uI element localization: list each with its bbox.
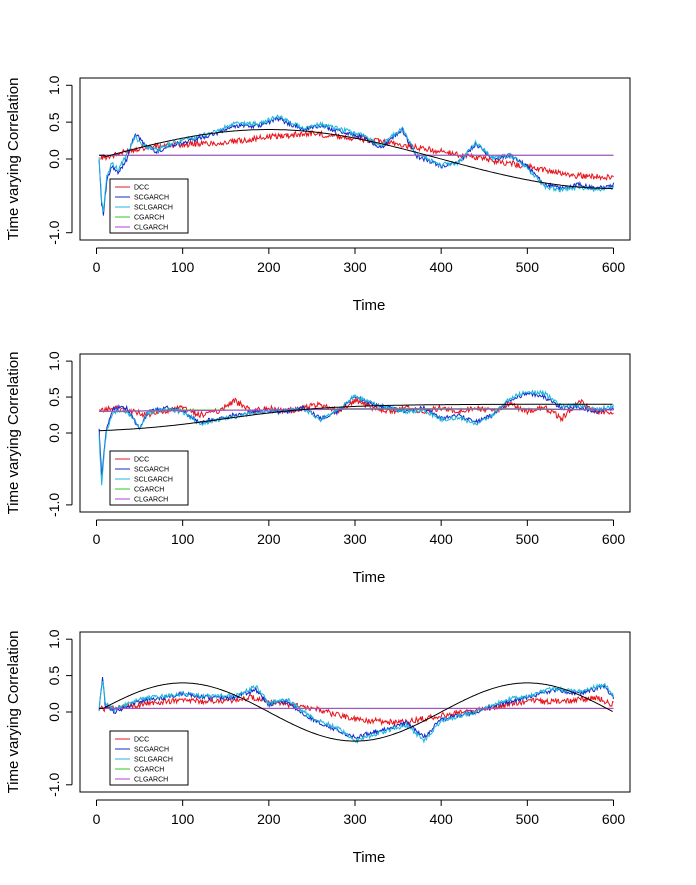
legend-label: SCGARCH <box>134 195 169 202</box>
plot-area <box>98 389 614 486</box>
true-correlation-line <box>99 129 613 189</box>
x-tick-label: 200 <box>257 259 281 275</box>
series-sclgarch-line <box>98 389 614 486</box>
x-tick-label: 200 <box>257 811 281 827</box>
chart-panel-1: 0 100 200 300 400 500 600 -1.0 0.0 0.5 1.0 Time Time… <box>5 75 631 314</box>
y-tick-label: -1.0 <box>46 493 62 517</box>
chart-panel-2: 0 100 200 300 400 500 600 -1.0 0.0 0.5 1.0 Time Time… <box>5 351 631 586</box>
legend-label: DCC <box>134 457 149 464</box>
legend-label: SCLGARCH <box>134 477 173 484</box>
y-tick-label: -1.0 <box>46 773 62 797</box>
x-tick-label: 400 <box>429 811 453 827</box>
x-tick-label: 300 <box>343 259 367 275</box>
series-sclgarch-line <box>98 114 614 212</box>
legend-label: CGARCH <box>134 215 164 222</box>
legend-label: SCGARCH <box>134 747 169 754</box>
series-cgarch-line <box>99 408 614 412</box>
plot-frame <box>79 631 631 793</box>
legend-label: CLGARCH <box>134 777 168 784</box>
x-tick-label: 600 <box>602 531 626 547</box>
y-tick-label: 0.5 <box>46 666 62 686</box>
legend-label: DCC <box>134 737 149 744</box>
x-tick-label: 100 <box>171 259 195 275</box>
legend-label: CGARCH <box>134 767 164 774</box>
legend-label: SCLGARCH <box>134 757 173 764</box>
y-tick-label: 0.5 <box>46 387 62 407</box>
y-tick-label: -1.0 <box>46 220 62 244</box>
legend-label: CLGARCH <box>134 497 168 504</box>
x-tick-label: 500 <box>516 811 540 827</box>
y-tick-label: 1.0 <box>46 629 62 649</box>
y-axis-title: Time varying Correlation <box>5 631 22 794</box>
x-tick-label: 200 <box>257 531 281 547</box>
legend: DCC SCGARCH SCLGARCH CGARCH CLGARCH <box>109 450 189 506</box>
x-tick-label: 0 <box>93 259 101 275</box>
x-tick-label: 600 <box>602 811 626 827</box>
y-tick-label: 0.5 <box>46 112 62 132</box>
x-axis-title: Time <box>353 297 386 314</box>
y-tick-label: 1.0 <box>46 351 62 371</box>
x-tick-label: 400 <box>429 259 453 275</box>
legend-label: DCC <box>134 185 149 192</box>
x-tick-label: 500 <box>516 531 540 547</box>
x-tick-label: 500 <box>516 259 540 275</box>
legend-label: SCGARCH <box>134 467 169 474</box>
x-tick-label: 0 <box>93 531 101 547</box>
legend-box <box>109 730 189 786</box>
x-tick-label: 600 <box>602 259 626 275</box>
plot-area <box>98 114 614 216</box>
legend-label: CLGARCH <box>134 225 168 232</box>
y-tick-label: 1.0 <box>46 75 62 95</box>
y-axis-title: Time varying Correlation <box>5 78 22 241</box>
legend-box <box>109 450 189 506</box>
x-tick-label: 100 <box>171 531 195 547</box>
x-tick-label: 0 <box>93 811 101 827</box>
plot-frame <box>79 353 631 513</box>
y-tick-label: 0.0 <box>46 702 62 722</box>
x-axis-title: Time <box>353 569 386 586</box>
legend-label: SCLGARCH <box>134 205 173 212</box>
series-dcc-line <box>99 397 614 423</box>
x-tick-label: 300 <box>343 811 367 827</box>
x-tick-label: 400 <box>429 531 453 547</box>
legend: DCC SCGARCH SCLGARCH CGARCH CLGARCH <box>109 730 189 786</box>
series-scgarch-line <box>98 116 614 216</box>
plot-frame <box>79 77 631 241</box>
true-correlation-line <box>99 682 613 742</box>
series-clgarch-line <box>99 408 614 412</box>
y-tick-label: 0.0 <box>46 423 62 443</box>
y-axis-title: Time varying Correlation <box>5 352 22 515</box>
legend-box <box>109 178 189 234</box>
series-dcc-line <box>98 694 614 727</box>
x-axis-title: Time <box>353 849 386 866</box>
plot-area <box>98 676 614 745</box>
true-correlation-line <box>99 403 613 432</box>
chart-panel-3: 0 100 200 300 400 500 600 -1.0 0.0 0.5 1.0 Time Time… <box>5 629 631 866</box>
x-tick-label: 100 <box>171 811 195 827</box>
y-tick-label: 0.0 <box>46 149 62 169</box>
x-tick-label: 300 <box>343 531 367 547</box>
legend-label: CGARCH <box>134 487 164 494</box>
legend: DCC SCGARCH SCLGARCH CGARCH CLGARCH <box>109 178 189 234</box>
